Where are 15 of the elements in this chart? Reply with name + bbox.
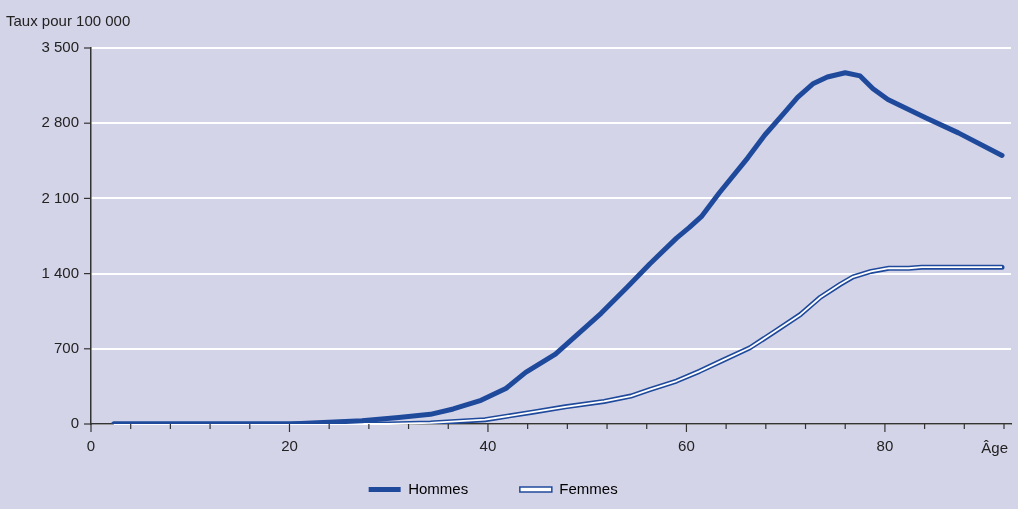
y-tick-label: 0 (70, 414, 79, 432)
x-axis-title: Âge (981, 438, 1008, 456)
y-tick-label: 2 800 (41, 113, 79, 131)
y-tick-label: 2 100 (41, 188, 79, 206)
x-tick-label: 60 (678, 437, 695, 455)
x-tick-label: 0 (86, 437, 96, 455)
y-axis-title: Taux pour 100 000 (6, 12, 131, 30)
y-tick-label: 3 500 (41, 38, 79, 56)
y-tick-label: 700 (53, 338, 79, 356)
y-tick-label: 1 400 (41, 263, 79, 281)
x-tick-label: 40 (479, 437, 497, 455)
x-tick-label: 80 (876, 437, 894, 455)
legend-label: Femmes (559, 479, 660, 497)
x-tick-label: 20 (281, 437, 298, 455)
legend-label: Hommes (408, 479, 510, 497)
